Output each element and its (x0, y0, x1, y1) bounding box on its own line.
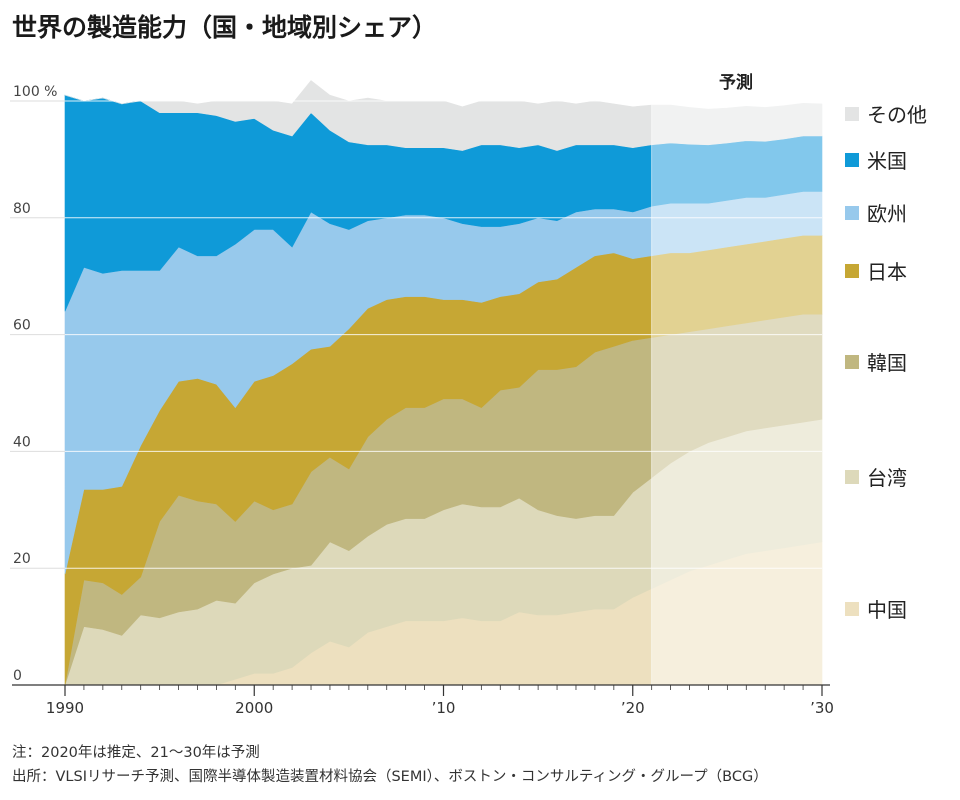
y-tick-labels: 0 20 40 60 80 100 % (13, 84, 57, 684)
y-tick-label: 80 (13, 201, 31, 217)
legend-item-欧州: 欧州 (845, 202, 907, 226)
gridlines (10, 100, 822, 569)
source-text: 出所：VLSIリサーチ予測、国際半導体製造装置材料協会（SEMI）、ボストン・コ… (12, 769, 768, 785)
x-tick-label: 2000 (235, 699, 273, 717)
legend-item-米国: 米国 (845, 149, 907, 173)
x-tick-label: ’20 (621, 699, 645, 717)
legend-swatch (845, 107, 859, 121)
legend-label: 米国 (867, 149, 907, 173)
legend-swatch (845, 602, 859, 616)
legend-label: 日本 (867, 260, 907, 284)
y-tick-label: 0 (13, 668, 22, 684)
x-tick-label: ’10 (432, 699, 456, 717)
legend-swatch (845, 355, 859, 369)
y-tick-label: 60 (13, 318, 31, 334)
legend: 中国 台湾 韓国 日本 欧州 米国 その他 (845, 103, 927, 622)
legend-label: 韓国 (867, 351, 907, 375)
footnotes: 注：2020年は推定、21～30年は予測 出所：VLSIリサーチ予測、国際半導体… (12, 741, 768, 789)
area-forecast-その他 (651, 102, 823, 146)
legend-swatch (845, 264, 859, 278)
legend-label: 中国 (867, 598, 907, 622)
x-tick-label: ’30 (810, 699, 834, 717)
forecast-label: 予測 (719, 72, 753, 93)
note-text: 注：2020年は推定、21～30年は予測 (12, 745, 260, 761)
legend-label: 台湾 (867, 466, 907, 490)
legend-label: 欧州 (867, 202, 907, 226)
legend-item-日本: 日本 (845, 260, 907, 284)
y-tick-label: 20 (13, 551, 31, 567)
area-layer (64, 80, 823, 686)
legend-item-韓国: 韓国 (845, 351, 907, 375)
stacked-area-chart: 0 20 40 60 80 100 % 1990 2000 ’10 ’20 ’30 中国 台湾 韓国 日… (10, 72, 927, 717)
legend-swatch (845, 206, 859, 220)
chart-title: 世界の製造能力（国・地域別シェア） (12, 13, 438, 42)
legend-swatch (845, 153, 859, 167)
axes (12, 684, 830, 696)
x-tick-labels: 1990 2000 ’10 ’20 ’30 (46, 699, 834, 717)
legend-swatch (845, 470, 859, 484)
y-tick-label: 100 % (13, 84, 57, 100)
legend-item-台湾: 台湾 (845, 466, 907, 490)
y-tick-label: 40 (13, 434, 31, 450)
legend-item-その他: その他 (845, 103, 927, 127)
x-tick-label: 1990 (46, 699, 84, 717)
legend-label: その他 (867, 103, 927, 127)
legend-item-中国: 中国 (845, 598, 907, 622)
